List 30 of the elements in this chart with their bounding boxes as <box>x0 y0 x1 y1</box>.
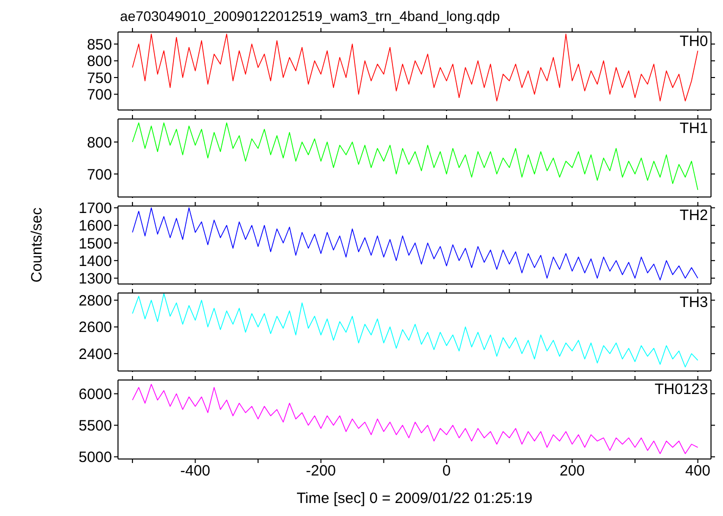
x-tick-label: 400 <box>685 462 710 480</box>
y-tick-label: 2800 <box>78 292 112 310</box>
y-tick-label: 1600 <box>78 218 112 235</box>
text: TH2 <box>680 207 708 224</box>
y-tick-label: 2600 <box>78 319 112 336</box>
series-label: TH0 <box>680 33 708 50</box>
x-tick-label: -400 <box>180 462 210 480</box>
x-axis-title: Time [sec] 0 = 2009/01/22 01:25:19 <box>296 490 532 507</box>
y-tick-label: 1400 <box>78 252 112 270</box>
y-tick-label: 850 <box>86 36 112 54</box>
text: TH0123 <box>654 381 708 398</box>
y-axis-title: Counts/sec <box>28 206 46 283</box>
y-tick-label: 5500 <box>78 418 112 435</box>
series-label: TH1 <box>680 120 708 137</box>
y-tick-label: 1700 <box>78 200 112 218</box>
y-tick-label: 700 <box>86 86 112 104</box>
y-tick-label: 1500 <box>78 235 112 252</box>
chart-title: ae703049010_20090122012519_wam3_trn_4band_long.qdp <box>119 8 501 24</box>
y-tick-label: 700 <box>86 166 112 184</box>
x-tick-label: 200 <box>560 462 585 480</box>
x-tick-label: 0 <box>442 462 451 480</box>
y-tick-label: 2400 <box>78 346 112 363</box>
x-tick-label: -200 <box>306 462 336 480</box>
y-tick-label: 1300 <box>78 270 112 288</box>
y-tick-label: 5000 <box>78 449 112 466</box>
y-tick-label: 6000 <box>78 386 112 404</box>
y-tick-label: 750 <box>86 70 112 87</box>
y-tick-label: 800 <box>86 53 112 70</box>
text: TH3 <box>680 294 708 311</box>
y-tick-label: 800 <box>86 134 112 152</box>
